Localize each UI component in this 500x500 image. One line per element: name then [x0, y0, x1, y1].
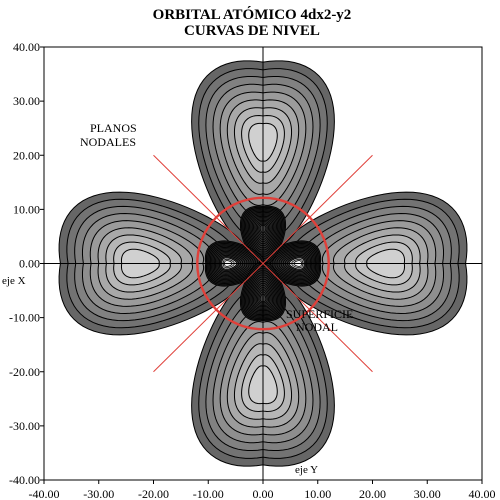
y-tick-label: 30.00: [13, 94, 40, 108]
x-tick-label: 0.00: [253, 487, 274, 500]
chart-subtitle: CURVAS DE NIVEL: [184, 23, 320, 39]
annotation-nodal-planes-line1: PLANOS: [90, 121, 137, 135]
y-tick-label: -30.00: [9, 419, 40, 433]
x-tick-label: 30.00: [414, 487, 441, 500]
y-tick-label: 0.00: [19, 257, 40, 271]
y-tick-label: 40.00: [13, 40, 40, 54]
annotation-nodal-surface-line1: SUPERFICIE: [286, 307, 353, 321]
x-tick-label: 20.00: [359, 487, 386, 500]
nodal-lines: [153, 154, 373, 373]
y-tick-label: 20.00: [13, 148, 40, 162]
y-tick-label: 10.00: [13, 202, 40, 216]
x-tick-label: -20.00: [138, 487, 169, 500]
x-ticks: -40.00 -30.00 -20.00 -10.00 0.00 10.00 20.00 30…: [29, 480, 496, 500]
y-ticks: 40.00 30.00 20.00 10.00 0.00 -10.00 -20.00 -30.…: [9, 40, 44, 487]
chart-title: ORBITAL ATÓMICO 4dx2-y2: [153, 6, 352, 23]
x-tick-label: -30.00: [83, 487, 114, 500]
nodal-plane-line: [153, 154, 373, 373]
y-tick-label: -20.00: [9, 365, 40, 379]
plot-area: [44, 47, 482, 480]
y-tick-label: -40.00: [9, 473, 40, 487]
y-tick-label: -10.00: [9, 311, 40, 325]
x-tick-label: 10.00: [304, 487, 331, 500]
x-tick-label: -10.00: [193, 487, 224, 500]
x-axis-label: eje X: [2, 275, 26, 287]
annotation-nodal-planes-line2: NODALES: [80, 135, 136, 149]
x-tick-label: 40.00: [469, 487, 496, 500]
nodal-surface-circle: [196, 196, 330, 331]
x-tick-label: -40.00: [29, 487, 60, 500]
annotation-nodal-surface-line2: NODAL: [296, 320, 338, 334]
y-axis-label: eje Y: [295, 464, 318, 476]
